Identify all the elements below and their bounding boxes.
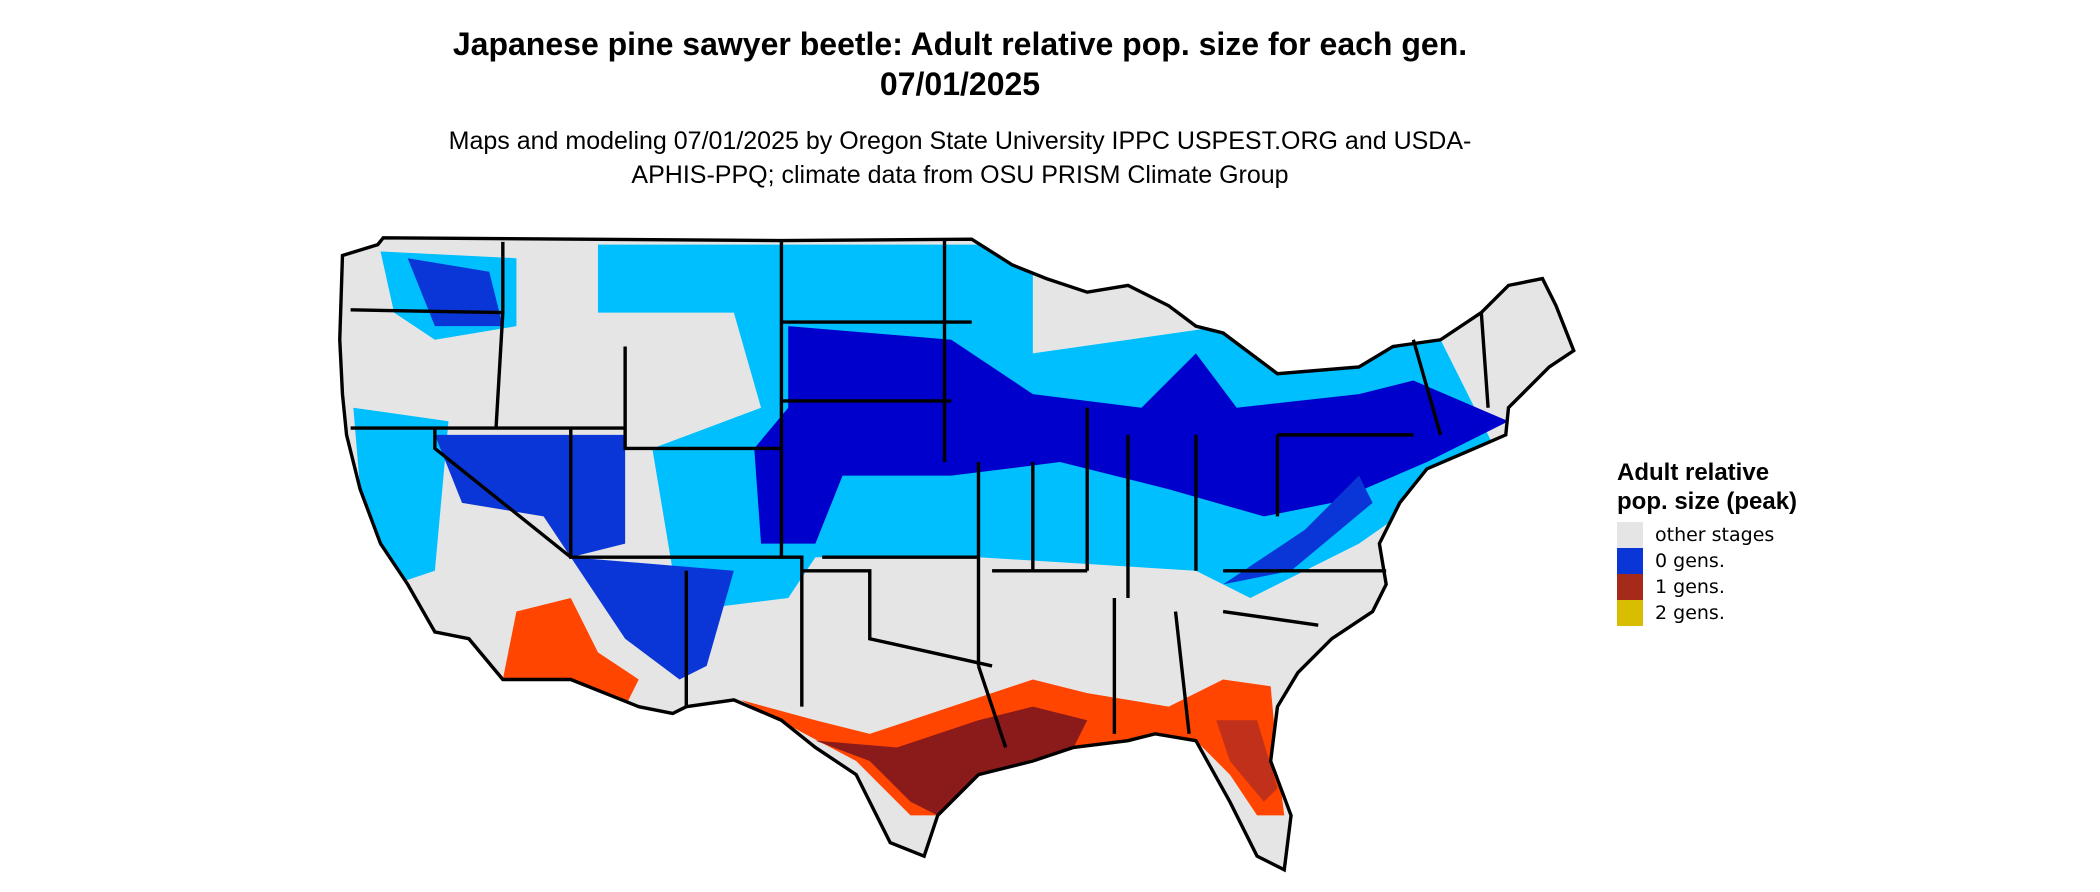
legend-label: 1 gens.: [1655, 576, 1725, 598]
zone-dark-red: [1216, 720, 1278, 802]
legend-swatch: [1617, 600, 1643, 626]
zone-blue: [434, 434, 626, 558]
zone-blue: [570, 557, 734, 680]
legend-title: Adult relative pop. size (peak): [1617, 459, 1798, 515]
state-borders: [338, 236, 1576, 872]
zone-dark-red: [815, 706, 1088, 816]
legend-swatch: [1617, 548, 1643, 574]
legend: Adult relative pop. size (peak) other st…: [1617, 458, 1802, 626]
legend-item: 1 gens.: [1617, 574, 1802, 600]
legend-swatch: [1617, 574, 1643, 600]
map-title: Japanese pine sawyer beetle: Adult relat…: [452, 26, 1468, 102]
legend-item: 2 gens.: [1617, 600, 1802, 626]
zone-blue: [407, 258, 503, 327]
legend-label: 0 gens.: [1655, 550, 1725, 572]
us-map: [338, 236, 1576, 872]
legend-swatch: [1617, 522, 1643, 548]
zone-blue: [1223, 475, 1373, 585]
map-subtitle: Maps and modeling 07/01/2025 by Oregon S…: [448, 127, 1472, 189]
zone-light-blue: [353, 407, 449, 585]
legend-items: other stages 0 gens. 1 gens. 2 gens.: [1617, 522, 1802, 626]
legend-label: 2 gens.: [1655, 602, 1725, 624]
legend-item: 0 gens.: [1617, 548, 1802, 574]
legend-item: other stages: [1617, 522, 1802, 548]
legend-label: other stages: [1655, 524, 1775, 546]
